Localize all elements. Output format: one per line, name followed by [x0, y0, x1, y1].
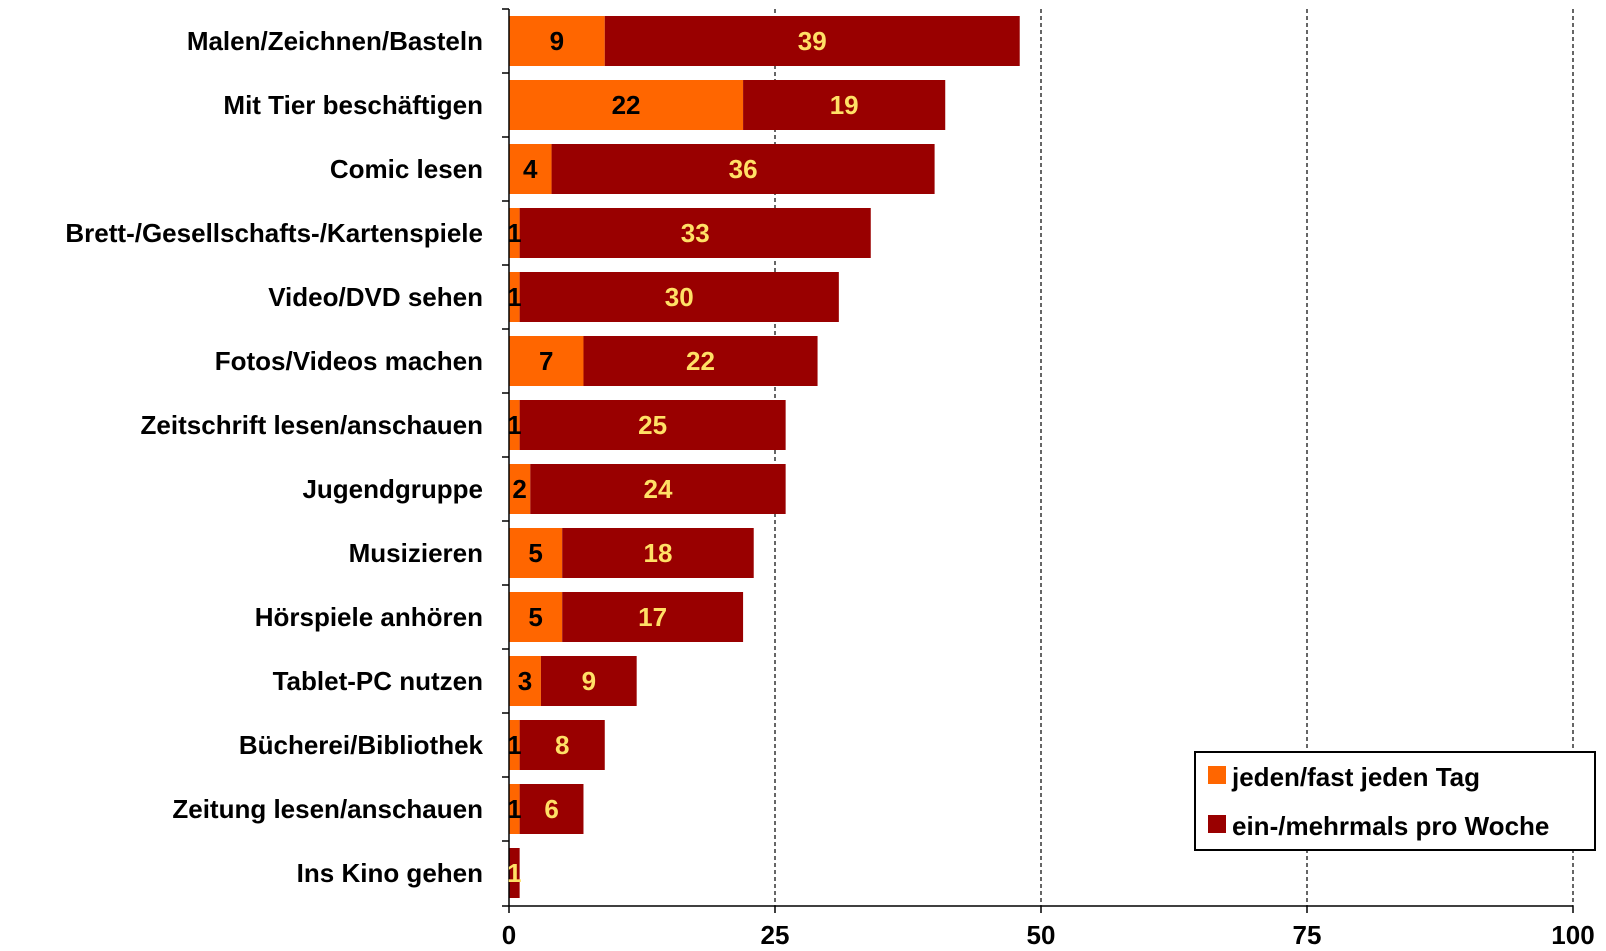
data-label-series-2: 36 [729, 154, 758, 184]
data-label-series-1: 4 [523, 154, 538, 184]
bar-segment-series-2 [540, 656, 637, 706]
data-label-series-1: 1 [507, 794, 521, 824]
category-label: Brett-/Gesellschafts-/Kartenspiele [65, 218, 483, 248]
data-label-series-2: 22 [686, 346, 715, 376]
data-label-series-1: 1 [507, 410, 521, 440]
bar-segment-series-2 [551, 144, 935, 194]
category-label: Tablet-PC nutzen [273, 666, 483, 696]
data-label-series-1: 5 [528, 538, 542, 568]
data-label-series-2: 17 [638, 602, 667, 632]
category-label: Bücherei/Bibliothek [239, 730, 484, 760]
data-label-series-2: 6 [544, 794, 558, 824]
data-label-series-2: 33 [681, 218, 710, 248]
bar-segment-series-2 [519, 784, 584, 834]
data-label-series-2: 9 [582, 666, 596, 696]
bars [509, 16, 1020, 898]
bar-segment-series-2 [519, 208, 871, 258]
bar-segment-series-2 [519, 720, 605, 770]
category-label: Zeitung lesen/anschauen [172, 794, 483, 824]
category-label: Zeitschrift lesen/anschauen [141, 410, 483, 440]
category-label: Video/DVD sehen [268, 282, 483, 312]
bar-segment-series-1 [509, 528, 563, 578]
data-label-series-2: 19 [830, 90, 859, 120]
bar-segment-series-2 [583, 336, 818, 386]
legend-box [1194, 751, 1596, 851]
category-label: Malen/Zeichnen/Basteln [187, 26, 483, 56]
bar-segment-series-1 [509, 656, 541, 706]
category-label: Musizieren [349, 538, 483, 568]
x-tick-label: 25 [761, 920, 790, 950]
bar-segment-series-2 [519, 272, 839, 322]
data-label-series-2: 25 [638, 410, 667, 440]
bar-segment-series-1 [509, 336, 584, 386]
bar-segment-series-1 [509, 80, 744, 130]
x-tick-label: 100 [1551, 920, 1594, 950]
data-label-series-1: 7 [539, 346, 553, 376]
legend: jeden/fast jeden Tag ein-/mehrmals pro W… [1194, 751, 1596, 851]
data-label-series-1: 1 [507, 218, 521, 248]
data-label-series-2: 1 [507, 858, 521, 888]
bar-segment-series-2 [562, 528, 754, 578]
data-label-series-2: 39 [798, 26, 827, 56]
bar-segment-series-1 [509, 784, 520, 834]
bar-segment-series-1 [509, 208, 520, 258]
data-label-series-2: 18 [643, 538, 672, 568]
legend-swatch-daily [1208, 766, 1226, 784]
legend-swatch-weekly [1208, 815, 1226, 833]
bar-segment-series-2 [519, 400, 786, 450]
data-label-series-1: 1 [507, 730, 521, 760]
data-label-series-1: 1 [507, 282, 521, 312]
x-tick-label: 75 [1293, 920, 1322, 950]
bar-segment-series-1 [509, 144, 552, 194]
category-label: Jugendgruppe [302, 474, 483, 504]
axes [502, 8, 1574, 913]
data-label-series-2: 24 [643, 474, 672, 504]
category-label: Hörspiele anhören [255, 602, 483, 632]
data-label-series-2: 8 [555, 730, 569, 760]
bar-segment-series-1 [509, 16, 605, 66]
category-label: Ins Kino gehen [297, 858, 483, 888]
category-label: Comic lesen [330, 154, 483, 184]
data-label-series-1: 3 [518, 666, 532, 696]
data-label-series-1: 9 [550, 26, 564, 56]
bar-segment-series-2 [743, 80, 946, 130]
x-tick-label: 0 [502, 920, 516, 950]
bar-segment-series-2 [604, 16, 1020, 66]
data-label-series-1: 22 [612, 90, 641, 120]
bar-segment-series-2 [562, 592, 744, 642]
category-label: Fotos/Videos machen [215, 346, 483, 376]
bar-segment-series-1 [509, 272, 520, 322]
bar-segment-series-1 [509, 400, 520, 450]
bar-segment-series-1 [509, 464, 531, 514]
data-label-series-2: 30 [665, 282, 694, 312]
data-label-series-1: 5 [528, 602, 542, 632]
legend-label-daily: jeden/fast jeden Tag [1231, 762, 1480, 792]
bar-segment-series-1 [509, 592, 563, 642]
data-label-series-1: 2 [512, 474, 526, 504]
legend-label-weekly: ein-/mehrmals pro Woche [1232, 811, 1549, 841]
bar-segment-series-2 [509, 848, 520, 898]
bar-segment-series-2 [530, 464, 786, 514]
bar-segment-series-1 [509, 720, 520, 770]
x-tick-label: 50 [1027, 920, 1056, 950]
category-label: Mit Tier beschäftigen [223, 90, 483, 120]
